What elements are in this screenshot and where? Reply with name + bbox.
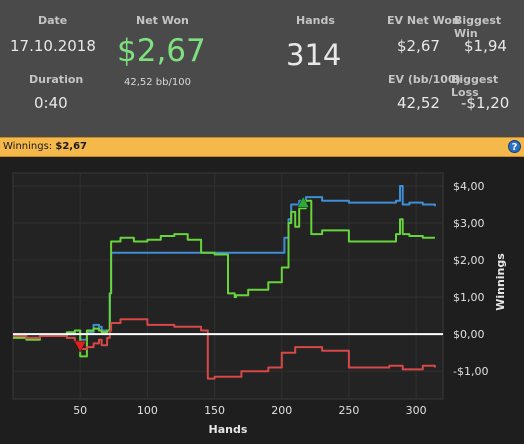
winnings-header-bar: Winnings: $2,67 ? [0, 137, 524, 157]
x-axis-label: Hands [209, 423, 248, 436]
ev-net-won-label: EV Net Won [387, 14, 460, 27]
duration-label: Duration [29, 73, 84, 86]
biggest-win-marker [296, 196, 310, 208]
biggest-loss-value: -$1,20 [461, 94, 510, 112]
y-tick-label: -$1,00 [453, 365, 488, 378]
winnings-graph: 50 100 150 200 250 300 $4,00 $3,00 $2,00 $1,00 $0… [12, 172, 507, 436]
x-tick-label: 300 [406, 404, 427, 417]
x-tick-label: 150 [204, 404, 225, 417]
winnings-chart: 50 100 150 200 250 300 $4,00 $3,00 $2,00 $1,00 $0… [0, 157, 524, 440]
winnings-value: $2,67 [55, 141, 87, 152]
biggest-win-label: Biggest Win [454, 14, 502, 40]
series-winnings-line [13, 199, 435, 358]
y-axis-ticks: $4,00 $3,00 $2,00 $1,00 $0,00 -$1,00 [453, 180, 488, 378]
net-won-value: $2,67 [117, 33, 206, 69]
ev-net-won-value: $2,67 [397, 37, 440, 55]
help-icon[interactable]: ? [508, 140, 521, 153]
session-stats-panel: Date 17.10.2018 Duration 0:40 Net Won $2… [0, 0, 524, 137]
y-tick-label: $2,00 [453, 254, 485, 267]
net-won-bb-per-100: 42,52 bb/100 [124, 77, 191, 88]
date-value: 17.10.2018 [10, 37, 96, 55]
ev-bb-per-100-label: EV (bb/100) [388, 73, 461, 86]
y-tick-label: $3,00 [453, 217, 485, 230]
date-label: Date [38, 14, 68, 27]
x-tick-label: 100 [137, 404, 158, 417]
y-tick-label: $1,00 [453, 291, 485, 304]
x-tick-label: 200 [271, 404, 292, 417]
hands-value: 314 [286, 38, 342, 72]
hands-label: Hands [296, 14, 335, 27]
x-axis-ticks: 50 100 150 200 250 300 [73, 404, 426, 417]
x-tick-label: 50 [73, 404, 87, 417]
duration-value: 0:40 [34, 94, 68, 112]
winnings-label: Winnings: [3, 141, 53, 152]
biggest-win-value: $1,94 [464, 37, 507, 55]
y-axis-label: Winnings [494, 253, 507, 311]
y-tick-label: $0,00 [453, 328, 485, 341]
y-tick-label: $4,00 [453, 180, 485, 193]
x-tick-label: 250 [338, 404, 359, 417]
winnings-caption: Winnings: $2,67 [3, 141, 87, 152]
biggest-loss-marker [73, 340, 87, 353]
net-won-label: Net Won [136, 14, 189, 27]
biggest-loss-label: Biggest Loss [451, 73, 499, 99]
chart-markers [73, 196, 310, 353]
ev-bb-per-100-value: 42,52 [397, 94, 440, 112]
